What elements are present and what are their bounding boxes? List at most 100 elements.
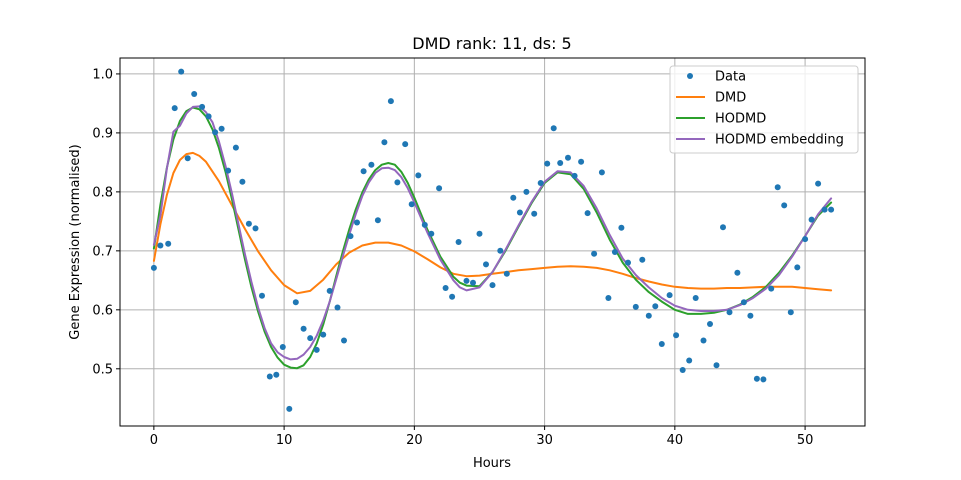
data-point <box>686 357 693 364</box>
data-point <box>191 91 198 97</box>
y-tick-label: 0.9 <box>92 126 113 141</box>
data-point <box>584 210 591 217</box>
legend-label-dmd: DMD <box>715 91 746 106</box>
data-point <box>713 362 720 369</box>
data-point <box>781 202 788 209</box>
data-point <box>652 303 659 310</box>
data-point <box>658 341 665 347</box>
data-point <box>421 221 428 228</box>
data-point <box>326 287 333 294</box>
data-point <box>463 277 470 284</box>
data-point <box>341 337 347 344</box>
data-point <box>184 155 191 162</box>
legend-label-hodmd-embedding: HODMD embedding <box>715 133 844 148</box>
x-tick-label: 50 <box>797 433 814 448</box>
data-point <box>442 285 449 291</box>
data-point <box>178 68 185 75</box>
data-point <box>774 184 781 191</box>
legend: Data DMD HODMD HODMD embedding <box>669 65 859 154</box>
data-point <box>625 259 631 266</box>
data-point <box>794 264 801 271</box>
legend-marker-data <box>687 73 693 79</box>
x-tick-label: 0 <box>150 433 158 448</box>
x-tick-label: 30 <box>536 433 553 448</box>
data-point <box>565 154 571 161</box>
data-point <box>212 129 219 136</box>
data-point <box>673 332 680 339</box>
x-tick-label: 20 <box>406 433 423 448</box>
data-point <box>787 309 794 316</box>
data-point <box>199 103 206 110</box>
data-point <box>292 299 299 306</box>
data-point <box>408 201 415 208</box>
y-tick-label: 0.7 <box>92 244 113 259</box>
data-point <box>368 161 375 168</box>
series-line-hodmd <box>152 106 833 370</box>
data-point <box>802 236 809 243</box>
x-axis-label: Hours <box>473 456 511 471</box>
data-point <box>374 217 381 224</box>
data-point <box>286 405 293 412</box>
x-tick-label: 40 <box>667 433 684 448</box>
data-point <box>171 105 178 112</box>
data-point <box>645 312 652 319</box>
data-point <box>483 261 489 268</box>
data-point <box>537 180 544 186</box>
y-tick-label: 0.5 <box>92 362 113 377</box>
data-point <box>239 178 246 185</box>
data-point <box>523 188 530 195</box>
data-point <box>259 292 265 299</box>
scatter-layer <box>150 68 835 412</box>
data-point <box>557 160 564 166</box>
data-point <box>821 206 828 213</box>
data-point <box>720 224 726 231</box>
data-point <box>279 344 286 350</box>
data-point <box>666 292 673 299</box>
data-point <box>334 304 341 311</box>
data-point <box>436 185 443 192</box>
data-point <box>394 179 401 186</box>
data-point <box>245 220 252 227</box>
y-axis-label: Gene Expression (normalised) <box>68 144 83 339</box>
chart-title: DMD rank: 11, ds: 5 <box>412 34 571 53</box>
data-point <box>354 219 360 226</box>
legend-label-data: Data <box>715 70 746 85</box>
series-line-hodmd-embedding <box>152 105 833 361</box>
data-point <box>550 125 557 132</box>
data-point <box>632 303 639 310</box>
data-point <box>273 371 280 378</box>
data-point <box>503 270 510 277</box>
data-point <box>360 168 367 175</box>
data-point <box>205 113 212 120</box>
data-point <box>578 158 585 165</box>
data-point <box>611 249 618 255</box>
data-point <box>639 256 646 263</box>
data-point <box>252 225 259 232</box>
data-point <box>320 331 327 338</box>
data-point <box>544 160 551 167</box>
data-point <box>516 209 523 216</box>
data-point <box>307 335 314 342</box>
data-point <box>470 279 476 286</box>
y-tick-label: 1.0 <box>92 67 113 82</box>
series-layer <box>152 105 833 370</box>
data-point <box>618 224 625 231</box>
data-point <box>598 169 605 176</box>
data-point <box>605 295 612 301</box>
data-point <box>381 139 388 146</box>
data-point <box>402 141 409 148</box>
data-point <box>300 325 307 332</box>
data-point <box>449 293 456 300</box>
data-point <box>489 282 496 289</box>
data-point <box>232 144 239 151</box>
data-point <box>476 230 483 237</box>
data-point <box>218 125 225 132</box>
data-point <box>815 180 822 187</box>
y-tick-label: 0.6 <box>92 303 113 318</box>
data-point <box>313 346 320 353</box>
data-point <box>700 337 707 344</box>
data-point <box>760 376 767 383</box>
data-point <box>266 373 273 380</box>
data-point <box>571 172 578 179</box>
